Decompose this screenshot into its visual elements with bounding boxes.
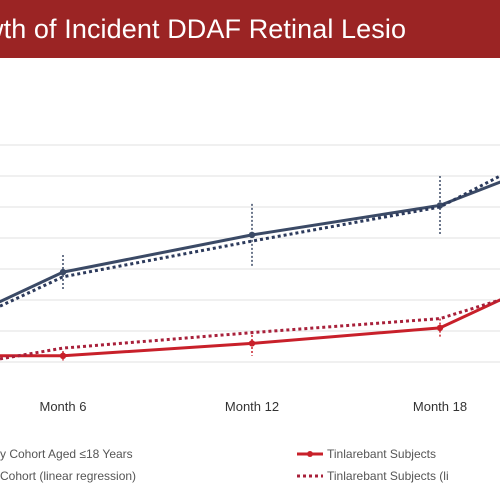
x-tick-label: Month 18 [413, 399, 467, 414]
legend-marker [307, 451, 313, 457]
x-tick-label: Month 12 [225, 399, 279, 414]
data-point [248, 340, 256, 347]
chart-title-bar: wth of Incident DDAF Retinal Lesio [0, 0, 500, 58]
data-point [59, 268, 67, 276]
legend-entry: Tinlarebant Subjects (li [327, 469, 449, 483]
data-point [248, 231, 256, 239]
series-line-2 [0, 298, 500, 358]
series-line-3 [0, 298, 500, 361]
data-point [436, 324, 444, 332]
legend-entry: Tinlarebant Subjects [327, 447, 436, 461]
data-point [59, 352, 67, 359]
chart-title: wth of Incident DDAF Retinal Lesio [0, 14, 407, 44]
series-line-1 [0, 174, 500, 308]
legend-entry: y Cohort Aged ≤18 Years [0, 447, 133, 461]
x-tick-label: Month 6 [40, 399, 87, 414]
legend-entry: Cohort (linear regression) [0, 469, 136, 483]
